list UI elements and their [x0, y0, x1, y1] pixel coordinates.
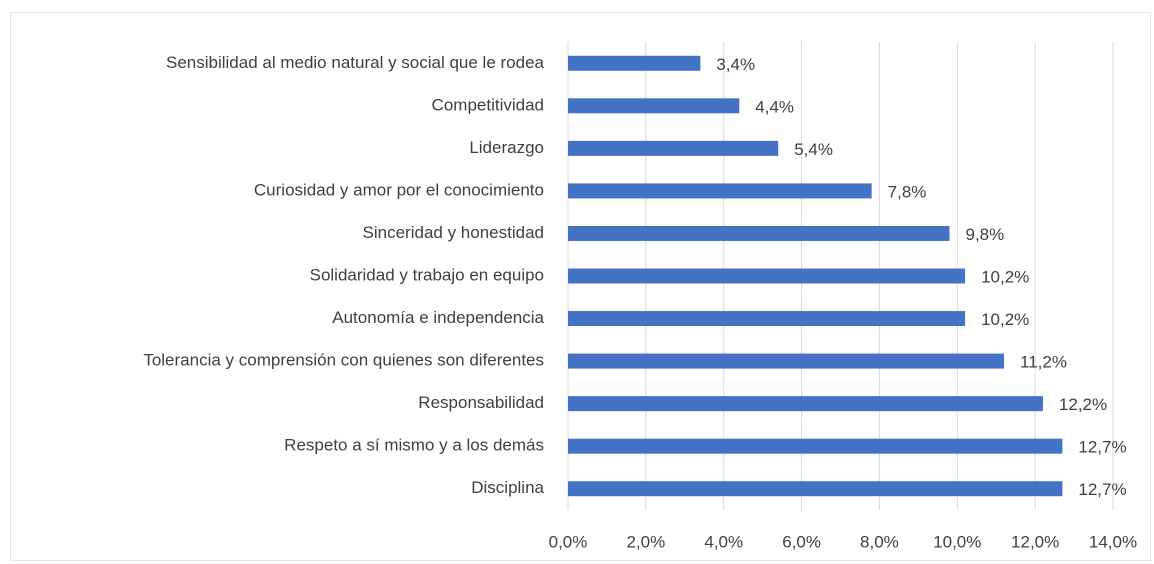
- data-label: 12,2%: [1059, 395, 1107, 414]
- x-tick-label: 4,0%: [704, 532, 743, 551]
- y-tick-label: Solidaridad y trabajo en equipo: [310, 265, 544, 284]
- y-tick-label: Competitividad: [432, 95, 544, 114]
- y-tick-label: Sinceridad y honestidad: [363, 223, 544, 242]
- x-tick-label: 10,0%: [933, 532, 981, 551]
- x-tick-label: 0,0%: [549, 532, 588, 551]
- bar: [568, 396, 1043, 412]
- x-tick-label: 2,0%: [626, 532, 665, 551]
- y-tick-label: Sensibilidad al medio natural y social q…: [166, 53, 545, 72]
- bar: [568, 268, 966, 284]
- bar: [568, 311, 966, 327]
- y-tick-label: Autonomía e independencia: [332, 308, 544, 327]
- bar: [568, 55, 701, 71]
- bar: [568, 98, 740, 114]
- chart-border: [10, 12, 1151, 561]
- data-label: 4,4%: [755, 97, 794, 116]
- bar: [568, 225, 950, 241]
- bar: [568, 183, 872, 199]
- x-tick-label: 6,0%: [782, 532, 821, 551]
- data-label: 3,4%: [716, 55, 755, 74]
- y-tick-label: Curiosidad y amor por el conocimiento: [254, 180, 544, 199]
- bar: [568, 140, 779, 156]
- data-label: 10,2%: [981, 310, 1029, 329]
- bar: [568, 438, 1063, 454]
- y-tick-label: Liderazgo: [469, 138, 544, 157]
- bar: [568, 481, 1063, 497]
- data-label: 7,8%: [888, 182, 927, 201]
- data-label: 5,4%: [794, 140, 833, 159]
- y-tick-label: Tolerancia y comprensión con quienes son…: [143, 351, 544, 370]
- y-tick-label: Disciplina: [471, 478, 544, 497]
- x-tick-label: 8,0%: [860, 532, 899, 551]
- x-tick-label: 12,0%: [1011, 532, 1059, 551]
- data-label: 10,2%: [981, 267, 1029, 286]
- y-tick-label: Responsabilidad: [418, 393, 544, 412]
- data-label: 12,7%: [1078, 438, 1126, 457]
- bar: [568, 353, 1004, 369]
- data-label: 11,2%: [1020, 353, 1067, 372]
- data-label: 9,8%: [966, 225, 1005, 244]
- data-label: 12,7%: [1078, 480, 1126, 499]
- y-tick-label: Respeto a sí mismo y a los demás: [284, 436, 544, 455]
- x-tick-label: 14,0%: [1089, 532, 1137, 551]
